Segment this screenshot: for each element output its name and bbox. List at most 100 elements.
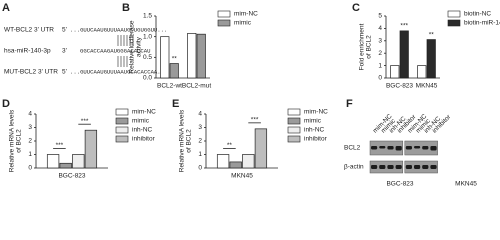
y-tick-label: 5: [378, 13, 382, 20]
legend-label: inh-NC: [304, 127, 325, 134]
sequence-alignment: WT-BCL2 3' UTR 5' ...GUUCAAUGUUUAAUGCUGU…: [4, 26, 167, 75]
bar: [426, 39, 436, 79]
y-tick-label: 2: [28, 138, 32, 145]
blot-band: [371, 165, 378, 169]
blot-band: [422, 146, 429, 150]
y-tick-label: 4: [198, 111, 202, 118]
legend-label: mimic: [234, 20, 252, 27]
significance-label: ***: [56, 142, 64, 149]
sequence: ...GUUCAAUGUUUAAUGCUGUGGUU...: [70, 26, 167, 33]
significance-label: **: [172, 55, 178, 62]
blot-band: [379, 165, 386, 169]
bar: [72, 154, 85, 169]
legend-swatch: [115, 135, 129, 143]
x-tick-label: MKN45: [416, 83, 438, 90]
x-tick-label: BGC-823: [386, 83, 413, 90]
blot-strip: [369, 140, 404, 156]
bar: [390, 65, 400, 79]
legend-swatch: [287, 135, 301, 143]
legend-label: mim-NC: [132, 109, 156, 116]
y-axis-label: activity: [136, 36, 143, 57]
blot-band: [405, 146, 412, 150]
legend-swatch: [115, 117, 129, 125]
y-tick-label: 2: [198, 138, 202, 145]
pairing-lines: [117, 35, 134, 67]
y-axis-label: Relative mRNA levels: [179, 109, 186, 172]
y-tick-label: 2: [378, 50, 382, 57]
row-name: hsa-miR-140-3p: [4, 48, 51, 55]
legend-swatch: [115, 108, 129, 116]
y-axis-label: Relative mRNA levels: [9, 109, 16, 172]
legend-swatch: [447, 19, 461, 27]
y-tick-label: 0: [28, 165, 32, 172]
group-label: BGC-823: [386, 181, 413, 188]
bar: [59, 162, 72, 169]
bar: [84, 129, 98, 169]
blot-band: [430, 146, 437, 151]
y-tick-label: 3: [198, 124, 202, 131]
y-tick-label: 0.0: [143, 75, 152, 82]
y-tick-label: 3: [378, 38, 382, 45]
panel-label: F: [346, 98, 353, 110]
bar: [399, 30, 409, 79]
y-tick-label: 3: [28, 124, 32, 131]
bar: [242, 154, 255, 169]
blot-band: [414, 165, 421, 169]
bar: [216, 154, 230, 169]
bar: [417, 65, 427, 79]
row-label: BCL2: [344, 145, 361, 152]
blot-band: [414, 146, 421, 149]
end-label: 5': [62, 69, 67, 76]
x-tick-label: BCL2-mut: [182, 83, 211, 90]
y-tick-label: 1: [378, 62, 382, 69]
blot-band: [422, 165, 429, 169]
figure: A WT-BCL2 3' UTR 5' ...GUUCAAUGUUUAAUGCU…: [2, 2, 500, 188]
legend-swatch: [287, 108, 301, 116]
significance-label: ***: [400, 23, 408, 30]
blot-strip: [404, 160, 438, 174]
y-tick-label: 1: [198, 151, 202, 158]
y-tick-label: 1.5: [143, 13, 152, 20]
bar: [169, 63, 179, 79]
y-tick-label: 1.0: [143, 33, 152, 40]
significance-label: **: [227, 142, 233, 149]
y-axis-label: of BCL2: [366, 35, 373, 59]
y-tick-label: 0: [378, 75, 382, 82]
legend-label: inhibitor: [132, 136, 156, 143]
row-name: MUT-BCL2 3' UTR: [4, 69, 58, 76]
bar: [254, 128, 268, 169]
sequence: ...GUUCAAUGUUUAAUGCACACCAA...: [70, 68, 167, 75]
bar: [160, 36, 170, 79]
y-tick-label: 4: [378, 25, 382, 32]
y-axis-label: of BCL2: [186, 129, 193, 153]
legend-label: mim-NC: [304, 109, 328, 116]
panel-label: B: [122, 2, 130, 14]
panel-label: C: [352, 2, 360, 14]
blot-band: [430, 165, 437, 169]
legend-swatch: [217, 10, 231, 18]
x-tick-label: MKN45: [231, 173, 253, 180]
y-tick-label: 1: [28, 151, 32, 158]
legend-swatch: [217, 19, 231, 27]
panel-label: E: [172, 98, 179, 110]
sequence: GGCACCAAGAUGGGACACCAU: [80, 47, 151, 54]
blot-band: [395, 165, 402, 169]
bar: [229, 161, 242, 169]
blot-band: [387, 146, 394, 150]
legend-label: biotin-miR-140-3p: [464, 20, 500, 27]
panel-label: D: [2, 98, 10, 110]
y-axis-label: Fold enrichment: [359, 24, 366, 71]
significance-label: **: [429, 31, 435, 38]
end-label: 3': [62, 48, 67, 55]
blot-band: [387, 165, 394, 169]
western-blot-panel: F BCL2 β-actin BGC-823 MKN45 mim-NCmimic…: [344, 98, 477, 188]
panel-label: A: [2, 2, 10, 14]
legend-label: mimic: [132, 118, 150, 125]
y-tick-label: 0: [198, 165, 202, 172]
bar: [46, 154, 60, 169]
significance-label: ***: [251, 117, 259, 124]
row-label: β-actin: [344, 164, 364, 171]
legend-label: biotin-NC: [464, 11, 491, 18]
legend-swatch: [447, 10, 461, 18]
y-axis-label: Relative luciferase: [129, 20, 136, 73]
